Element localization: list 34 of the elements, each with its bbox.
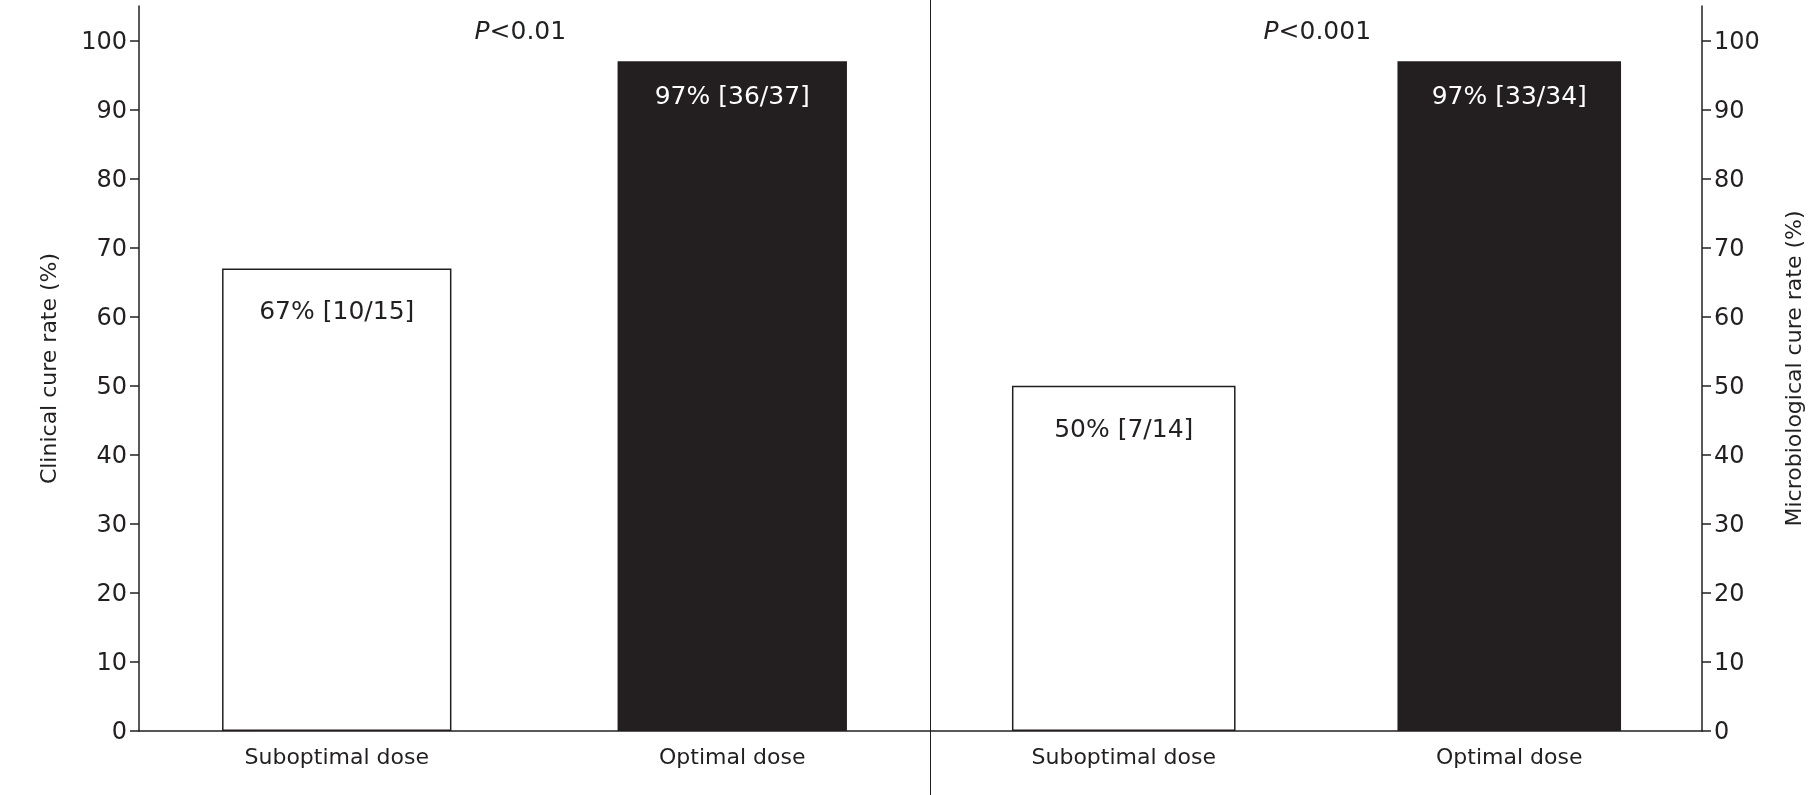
y2-tick-label: 90 xyxy=(1714,95,1745,124)
x-tick-label: Optimal dose xyxy=(1436,743,1583,769)
y2-tick-label: 20 xyxy=(1714,578,1745,607)
y2-tick-label: 30 xyxy=(1714,509,1745,538)
y-axis-title: Clinical cure rate (%) xyxy=(35,252,61,485)
y-tick-label: 0 xyxy=(111,717,127,745)
x-tick-label: Suboptimal dose xyxy=(244,743,429,769)
y2-tick-label: 60 xyxy=(1714,302,1745,331)
data-label: 97% [36/37] xyxy=(654,81,810,111)
y-tick-label: 80 xyxy=(96,164,127,193)
x-tick-label: Suboptimal dose xyxy=(1031,743,1216,769)
y-tick-label: 60 xyxy=(96,302,127,331)
y2-tick-label: 40 xyxy=(1714,440,1745,469)
y2-tick-label: 70 xyxy=(1714,233,1745,262)
y-tick-label: 90 xyxy=(96,95,127,124)
y-tick-label: 10 xyxy=(96,647,127,676)
y2-tick-label: 0 xyxy=(1714,717,1730,745)
y-tick-label: 40 xyxy=(96,440,127,469)
y-tick-label: 20 xyxy=(96,578,127,607)
y2-tick-label: 10 xyxy=(1714,647,1745,676)
annotation: P<0.01 xyxy=(474,16,567,45)
y-tick-label: 70 xyxy=(96,233,127,262)
y-tick-label: 100 xyxy=(81,26,127,55)
data-label: 67% [10/15] xyxy=(259,296,415,326)
y-tick-label: 30 xyxy=(96,509,127,538)
data-label: 97% [33/34] xyxy=(1431,81,1587,111)
data-label: 50% [7/14] xyxy=(1054,413,1194,443)
y2-axis-title: Microbiological cure rate (%) xyxy=(1780,210,1806,527)
y2-tick-label: 100 xyxy=(1714,26,1760,55)
y2-tick-label: 80 xyxy=(1714,164,1745,193)
x-tick-label: Optimal dose xyxy=(659,743,806,769)
annotation: P<0.001 xyxy=(1263,16,1372,45)
y-tick-label: 50 xyxy=(96,371,127,400)
y2-tick-label: 50 xyxy=(1714,371,1745,400)
